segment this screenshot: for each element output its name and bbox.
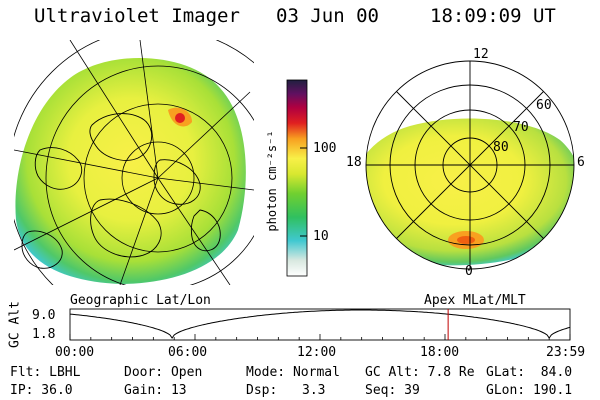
status-glat: GLat: 84.0 xyxy=(486,365,573,380)
colorbar-label-100: 100 xyxy=(313,141,337,156)
date-label: 03 Jun 00 xyxy=(276,5,379,27)
status-dsp-label: Dsp: xyxy=(246,383,278,398)
altitude-xtick-1: 06:00 xyxy=(168,345,208,360)
mlt-label-18: 18 xyxy=(346,155,362,170)
status-glon: GLon: 190.1 xyxy=(486,383,573,398)
status-door: Door: Open xyxy=(124,365,203,380)
status-mode: Mode: Normal xyxy=(246,365,340,380)
mlat-label-80: 80 xyxy=(493,140,509,155)
mlat-label-70: 70 xyxy=(513,120,529,135)
time-label: 18:09:09 UT xyxy=(430,5,556,27)
status-filter: Flt: LBHL xyxy=(10,365,81,380)
status-gain: Gain: 13 xyxy=(124,383,187,398)
altitude-curve xyxy=(69,309,571,339)
altitude-xtick-4: 23:59 xyxy=(546,345,586,360)
left-map-caption: Geographic Lat/Lon xyxy=(70,293,211,308)
altitude-ytick-top: 9.0 xyxy=(32,308,56,323)
altitude-ytick-bottom: 1.8 xyxy=(32,327,56,342)
altitude-xtick-3: 18:00 xyxy=(420,345,460,360)
aurora-peak-right xyxy=(457,236,475,244)
coastlines xyxy=(21,113,221,269)
altitude-ylabel: GC Alt xyxy=(7,301,23,348)
status-ip: IP: 36.0 xyxy=(10,383,73,398)
altitude-x-ticks xyxy=(69,334,571,340)
right-map-caption: Apex MLat/MLT xyxy=(424,293,526,308)
altitude-xtick-0: 00:00 xyxy=(55,345,95,360)
status-gc-alt: GC Alt: 7.8 Re xyxy=(365,365,475,380)
altitude-xtick-2: 12:00 xyxy=(297,345,337,360)
geographic-map xyxy=(14,40,254,285)
mlt-label-12: 12 xyxy=(473,47,489,62)
aurora-peak-left xyxy=(175,113,185,123)
status-seq: Seq: 39 xyxy=(365,383,420,398)
mlat-label-60: 60 xyxy=(536,98,552,113)
mlat-mlt-grid xyxy=(365,60,575,270)
colorbar-unit-label: photon cm⁻²s⁻¹ xyxy=(265,130,279,232)
mlt-label-6: 6 xyxy=(577,155,585,170)
altitude-plot xyxy=(69,308,571,341)
colorbar xyxy=(286,79,308,277)
magnetic-map xyxy=(365,60,575,270)
mlt-label-0: 0 xyxy=(465,264,473,279)
colorbar-label-10: 10 xyxy=(313,229,329,244)
lat-lon-grid xyxy=(14,40,254,285)
status-dsp-value: 3.3 xyxy=(302,383,326,398)
instrument-title: Ultraviolet Imager xyxy=(34,5,240,27)
